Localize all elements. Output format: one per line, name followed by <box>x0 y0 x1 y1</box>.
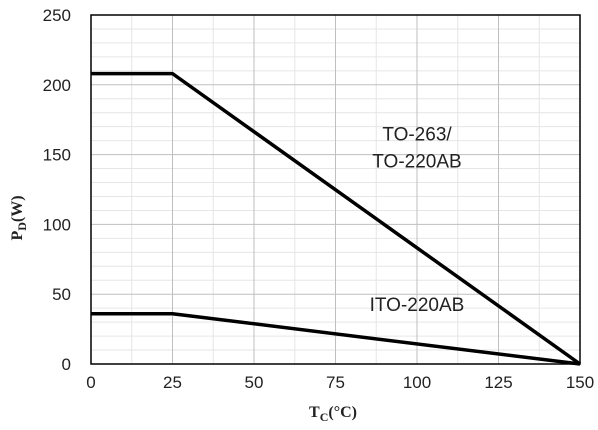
series-label-line: TO-220AB <box>372 152 461 173</box>
series-line-1 <box>91 71 582 366</box>
x-tick-label: 125 <box>484 373 512 392</box>
y-axis-title-main: P <box>9 231 26 241</box>
x-axis-title-main: T <box>309 404 320 421</box>
y-tick-label: 100 <box>43 215 71 234</box>
y-tick-label: 0 <box>62 355 71 374</box>
x-axis-title-unit: (°C) <box>328 404 357 421</box>
x-axis-title-subscript: C <box>320 410 329 424</box>
x-axis-title: TC(°C) <box>309 404 357 424</box>
series-lines <box>91 71 582 366</box>
y-tick-label: 150 <box>43 146 71 165</box>
series-label-line: ITO-220AB <box>370 295 465 316</box>
y-tick-label: 200 <box>43 76 71 95</box>
x-tick-label: 150 <box>566 373 594 392</box>
series-label-1: TO-263/TO-220AB <box>372 125 461 173</box>
y-tick-labels: 0 50 100 150 200 250 <box>43 6 71 374</box>
x-tick-label: 75 <box>326 373 345 392</box>
series-line-2 <box>91 311 581 366</box>
y-axis-title: PD(W) <box>9 195 29 240</box>
series-annotations: TO-263/TO-220AB ITO-220AB <box>370 125 465 316</box>
y-axis-title-unit: (W) <box>9 195 26 222</box>
x-tick-label: 0 <box>86 373 95 392</box>
x-tick-labels: 0 25 50 75 100 125 150 <box>86 373 594 392</box>
y-tick-label: 250 <box>43 6 71 25</box>
y-axis-title-subscript: D <box>15 222 29 231</box>
y-tick-label: 50 <box>52 285 71 304</box>
series-label-line: TO-263/ <box>382 125 452 146</box>
x-tick-label: 100 <box>403 373 431 392</box>
x-tick-label: 25 <box>163 373 182 392</box>
series-label-2: ITO-220AB <box>370 295 465 316</box>
plot-area-frame <box>90 14 581 365</box>
x-tick-label: 50 <box>245 373 264 392</box>
